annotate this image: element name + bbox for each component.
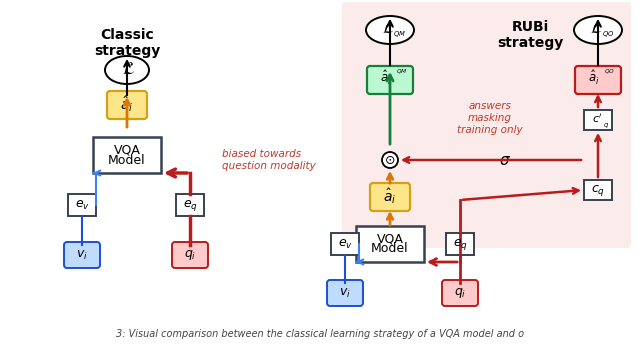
Text: $\mathcal{L}$: $\mathcal{L}$ bbox=[590, 20, 602, 35]
Circle shape bbox=[382, 152, 398, 168]
Text: $e_v$: $e_v$ bbox=[337, 237, 353, 251]
FancyBboxPatch shape bbox=[370, 183, 410, 211]
Bar bbox=[68, 194, 96, 216]
Text: $\sigma$: $\sigma$ bbox=[499, 152, 511, 168]
Bar bbox=[93, 137, 161, 173]
Text: $\odot$: $\odot$ bbox=[385, 153, 396, 167]
Text: $v_i$: $v_i$ bbox=[76, 248, 88, 262]
Text: $c'$: $c'$ bbox=[592, 111, 602, 125]
Bar bbox=[356, 226, 424, 262]
FancyBboxPatch shape bbox=[442, 280, 478, 306]
Text: $e_q$: $e_q$ bbox=[182, 197, 198, 212]
Text: Model: Model bbox=[108, 153, 146, 167]
Bar bbox=[584, 180, 612, 200]
FancyBboxPatch shape bbox=[342, 2, 631, 248]
Text: Model: Model bbox=[371, 243, 409, 255]
FancyBboxPatch shape bbox=[367, 66, 413, 94]
FancyBboxPatch shape bbox=[575, 66, 621, 94]
Text: $^{QM}$: $^{QM}$ bbox=[396, 68, 408, 77]
Text: $_{QM}$: $_{QM}$ bbox=[394, 29, 406, 41]
Text: VQA: VQA bbox=[113, 144, 140, 156]
Text: $_q$: $_q$ bbox=[603, 120, 609, 130]
Text: $v_i$: $v_i$ bbox=[339, 287, 351, 299]
Bar bbox=[176, 194, 204, 216]
Text: $\mathcal{L}$: $\mathcal{L}$ bbox=[122, 60, 134, 78]
FancyBboxPatch shape bbox=[64, 242, 100, 268]
FancyBboxPatch shape bbox=[327, 280, 363, 306]
Text: biased towards
question modality: biased towards question modality bbox=[222, 149, 316, 171]
Ellipse shape bbox=[366, 16, 414, 44]
Text: $c_q$: $c_q$ bbox=[591, 183, 605, 197]
Text: RUBi
strategy: RUBi strategy bbox=[497, 20, 563, 50]
FancyBboxPatch shape bbox=[172, 242, 208, 268]
Text: VQA: VQA bbox=[376, 232, 403, 245]
Ellipse shape bbox=[105, 56, 149, 84]
Text: $\hat{a}_i$: $\hat{a}_i$ bbox=[380, 69, 392, 87]
Text: $q_i$: $q_i$ bbox=[454, 286, 466, 300]
Bar bbox=[584, 110, 612, 130]
FancyBboxPatch shape bbox=[107, 91, 147, 119]
Text: $\hat{a}_i$: $\hat{a}_i$ bbox=[120, 94, 134, 114]
Text: answers
masking
training only: answers masking training only bbox=[457, 101, 523, 135]
Text: $_{QO}$: $_{QO}$ bbox=[602, 29, 614, 41]
Ellipse shape bbox=[574, 16, 622, 44]
Text: $e_q$: $e_q$ bbox=[452, 237, 467, 252]
Text: $^{QO}$: $^{QO}$ bbox=[604, 68, 616, 77]
Bar bbox=[446, 233, 474, 255]
Bar bbox=[331, 233, 359, 255]
Text: 3: Visual comparison between the classical learning strategy of a VQA model and : 3: Visual comparison between the classic… bbox=[116, 329, 524, 339]
Text: $e_v$: $e_v$ bbox=[74, 198, 90, 212]
Text: $\mathcal{L}$: $\mathcal{L}$ bbox=[382, 20, 394, 35]
Text: $\hat{a}_i$: $\hat{a}_i$ bbox=[383, 186, 397, 206]
Text: Classic
strategy: Classic strategy bbox=[94, 28, 160, 58]
Text: $q_i$: $q_i$ bbox=[184, 248, 196, 262]
Text: $\hat{a}_i$: $\hat{a}_i$ bbox=[588, 69, 600, 87]
